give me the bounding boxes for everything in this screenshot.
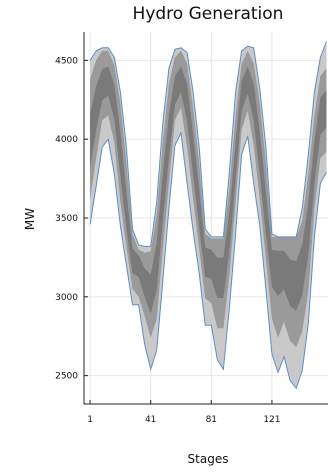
x-tick-label: 1 xyxy=(87,415,93,425)
y-tick-label: 3500 xyxy=(55,214,78,224)
chart-title: Hydro Generation xyxy=(132,4,284,24)
y-tick-label: 2500 xyxy=(55,372,78,382)
x-tick-label: 81 xyxy=(206,415,217,425)
x-tick-label: 41 xyxy=(145,415,156,425)
series-min-line xyxy=(89,131,327,390)
x-axis-label: Stages xyxy=(187,452,229,466)
y-tick-label: 4500 xyxy=(55,56,78,66)
band-inner xyxy=(90,66,327,314)
y-tick-label: 3000 xyxy=(55,293,78,303)
y-tick-label: 4000 xyxy=(55,135,78,145)
x-tick-label: 121 xyxy=(263,415,280,425)
series-max-line xyxy=(89,41,327,247)
